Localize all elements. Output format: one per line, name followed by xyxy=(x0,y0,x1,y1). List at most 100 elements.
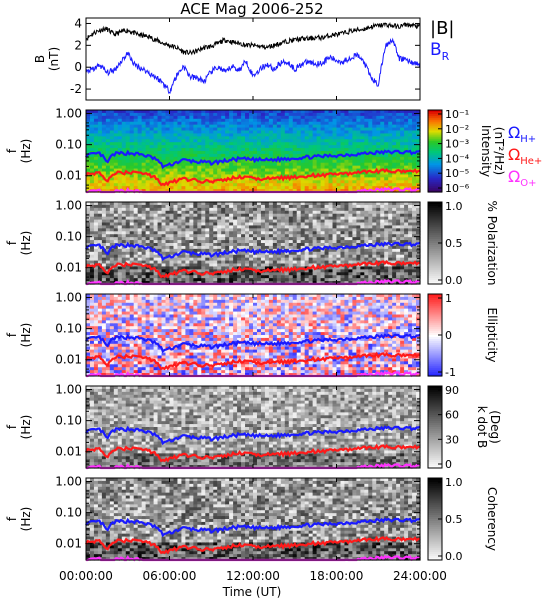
spectrogram-cell xyxy=(253,124,258,129)
spectrogram-cell xyxy=(181,186,187,190)
colorbar-polarization: 1.00.50.0% Polarization xyxy=(427,200,499,287)
spectrogram-cell xyxy=(276,204,282,209)
spectrogram-cell xyxy=(272,225,278,229)
spectrogram-cell xyxy=(121,127,127,132)
spectrogram-cell xyxy=(264,222,270,227)
spectrogram-cell xyxy=(225,165,230,170)
spectrogram-cell xyxy=(416,269,421,273)
spectrogram-cell xyxy=(404,162,409,167)
spectrogram-cell xyxy=(105,168,111,173)
spectrogram-cell xyxy=(149,243,155,247)
spectrogram-cell xyxy=(376,127,381,132)
spectrogram-cell xyxy=(217,186,222,190)
spectrogram-cell xyxy=(380,130,385,135)
spectrogram-cell xyxy=(276,275,282,279)
spectrogram-cell xyxy=(272,219,278,224)
spectrogram-cell xyxy=(296,219,302,224)
spectrogram-cell xyxy=(213,240,218,244)
spectrogram-cell xyxy=(280,159,286,164)
spectrogram-cell xyxy=(145,275,151,279)
spectrogram-cell xyxy=(249,251,254,256)
spectrogram-cell xyxy=(205,263,210,268)
spectrogram-cell xyxy=(197,153,202,158)
spectrogram-cell xyxy=(101,180,107,184)
spectrogram-cell xyxy=(400,245,405,250)
spectrogram-cell xyxy=(380,207,385,212)
spectrogram-cell xyxy=(217,139,222,143)
spectrogram-cell xyxy=(245,234,250,238)
spectrogram-cell xyxy=(396,210,401,215)
spectrogram-cell xyxy=(157,186,163,190)
spectrogram-cell xyxy=(368,118,373,123)
spectrogram-cell xyxy=(89,305,95,310)
spectrogram-cell xyxy=(173,142,179,146)
spectrogram-cell xyxy=(173,177,179,181)
spectrogram-cell xyxy=(205,142,210,146)
spectrogram-cell xyxy=(284,222,290,227)
spectrogram-cell xyxy=(249,243,254,247)
spectrogram-cell xyxy=(89,148,95,152)
spectrogram-cell xyxy=(316,130,322,135)
spectrogram-cell xyxy=(129,260,135,265)
spectrogram-cell xyxy=(89,133,95,137)
spectrogram-cell xyxy=(364,251,369,256)
spectrogram-cell xyxy=(276,139,282,143)
spectrogram-cell xyxy=(328,130,334,135)
spectrogram-cell xyxy=(249,245,254,250)
spectrogram-cell xyxy=(137,260,143,265)
spectrogram-cell xyxy=(233,278,238,282)
spectrogram-cell xyxy=(101,174,107,178)
spectrogram-cell xyxy=(400,228,405,232)
spectrogram-cell xyxy=(364,168,369,173)
spectrogram-cell xyxy=(280,231,286,235)
spectrogram-cell xyxy=(272,234,278,238)
spectrogram-cell xyxy=(400,177,405,181)
spectrogram-cell xyxy=(364,148,369,152)
spectrogram-cell xyxy=(388,148,393,152)
spectrogram-cell xyxy=(412,237,417,241)
spectrogram-cell xyxy=(260,254,266,259)
spectrogram-cell xyxy=(316,121,322,126)
spectrogram-cell xyxy=(141,234,147,238)
spectrogram-cell xyxy=(352,189,357,193)
spectrogram-cell xyxy=(149,269,155,273)
spectrogram-cell xyxy=(101,162,107,167)
spectrogram-cell xyxy=(125,177,131,181)
spectrogram-cell xyxy=(332,240,338,244)
spectrogram-cell xyxy=(161,142,167,146)
spectrogram-cell xyxy=(352,222,357,227)
spectrogram-cell xyxy=(209,234,214,238)
spectrogram-cell xyxy=(400,269,405,273)
spectrogram-cell xyxy=(157,112,163,117)
spectrogram-cell xyxy=(300,216,306,221)
spectrogram-cell xyxy=(89,225,95,229)
spectrogram-cell xyxy=(205,112,210,117)
spectrogram-cell xyxy=(141,142,147,146)
spectrogram-cell xyxy=(264,151,270,155)
spectrogram-cell xyxy=(113,124,119,129)
spectrogram-cell xyxy=(125,257,131,262)
spectrogram-cell xyxy=(368,234,373,238)
spectrogram-cell xyxy=(117,156,123,161)
spectrogram-cell xyxy=(320,231,326,235)
spectrogram-cell xyxy=(360,216,365,221)
spectrogram-cell xyxy=(332,243,338,247)
spectrogram-cell xyxy=(352,151,357,155)
spectrogram-cell xyxy=(197,162,202,167)
spectrogram-cell xyxy=(336,269,342,273)
spectrogram-cell xyxy=(396,162,401,167)
spectrogram-cell xyxy=(400,183,405,187)
spectrogram-cell xyxy=(296,127,302,132)
spectrogram-cell xyxy=(149,186,155,190)
spectrogram-cell xyxy=(360,219,365,224)
spectrogram-cell xyxy=(201,153,206,158)
spectrogram-cell xyxy=(300,177,306,181)
spectrogram-cell xyxy=(86,245,91,250)
spectrogram-cell xyxy=(260,243,266,247)
spectrogram-cell xyxy=(181,151,187,155)
spectrogram-cell xyxy=(304,228,310,232)
spectrogram-cell xyxy=(253,210,258,215)
spectrogram-cell xyxy=(145,269,151,273)
spectrogram-cell xyxy=(93,210,99,215)
spectrogram-cell xyxy=(300,127,306,132)
